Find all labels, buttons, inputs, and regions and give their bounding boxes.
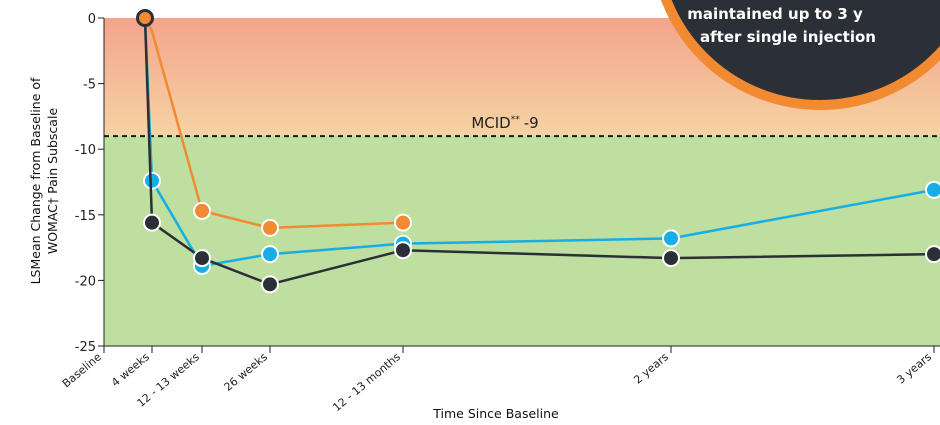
data-point: [925, 245, 940, 264]
data-point: [394, 241, 412, 260]
series: [136, 9, 940, 294]
annotation-line-1: maintained up to 3 y: [687, 5, 863, 23]
y-tick-label: -10: [75, 143, 96, 158]
x-tick-label: 4 weeks: [109, 350, 152, 389]
axes: [103, 18, 940, 347]
x-axis-title: Time Since Baseline: [432, 406, 559, 421]
x-tick-label: 12 - 13 months: [330, 350, 403, 414]
y-tick-label: -20: [75, 274, 96, 289]
annotation-bubble: maintained up to 3 y after single inject…: [660, 0, 940, 110]
annotation-bubble-circle: [660, 0, 940, 110]
y-axis-title-line-1: LSMean Change from Baseline of: [28, 77, 43, 284]
x-tick-label: 3 years: [894, 350, 934, 386]
series-0: [143, 17, 412, 237]
x-tick-label: 2 years: [631, 350, 671, 386]
mcid-label: MCID** -9: [471, 114, 538, 132]
data-point: [143, 213, 161, 232]
x-tick-label: Baseline: [60, 350, 104, 390]
mcid-label-value: -9: [524, 114, 539, 132]
data-point: [925, 180, 940, 199]
axis-titles: Time Since Baseline LSMean Change from B…: [28, 77, 559, 421]
data-point: [261, 218, 279, 237]
mcid-label-sup: **: [511, 115, 521, 125]
mcid-reference: MCID** -9: [104, 114, 940, 138]
data-point: [662, 249, 680, 268]
data-point: [193, 249, 211, 268]
data-point: [662, 229, 680, 248]
data-point: [261, 245, 279, 264]
data-point: [193, 201, 211, 220]
y-tick-label: -5: [83, 78, 96, 93]
y-axis-title-line-2: WOMAC† Pain Subscale: [45, 108, 60, 255]
series-2: [143, 17, 940, 294]
y-tick-label: -15: [75, 209, 96, 224]
y-tick-label: 0: [88, 12, 96, 27]
y-axis-ticks: 0 -5 -10 -15 -20 -25: [75, 12, 104, 355]
origin-point: [136, 9, 154, 27]
data-point: [394, 213, 412, 232]
x-tick-label: 26 weeks: [222, 350, 270, 394]
annotation-line-2: after single injection: [700, 28, 876, 46]
data-point: [261, 275, 279, 294]
y-tick-label: -25: [75, 340, 96, 355]
mcid-label-text: MCID: [471, 114, 510, 132]
